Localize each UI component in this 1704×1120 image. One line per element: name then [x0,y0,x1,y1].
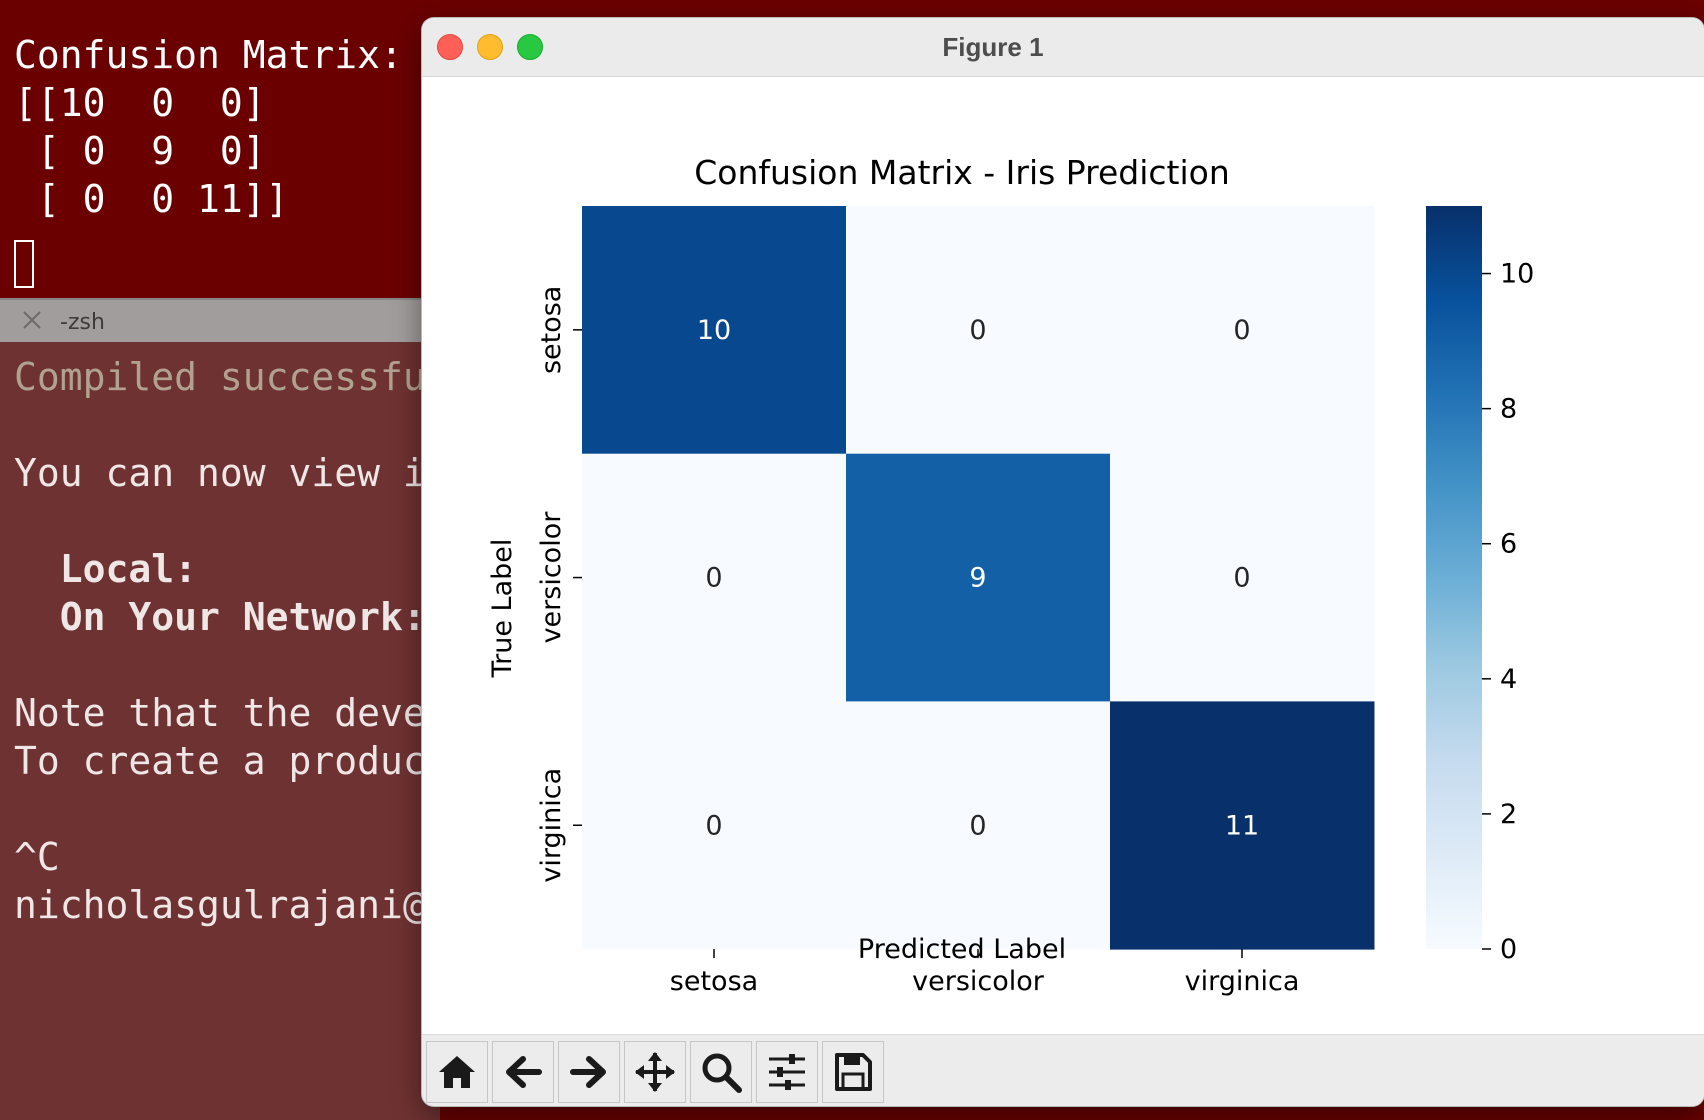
zoom-button[interactable] [690,1041,752,1103]
heatmap-cell [582,453,847,702]
terminal-line: ^C [14,835,60,879]
configure-subplots-button[interactable] [756,1041,818,1103]
x-tick-label: virginica [1185,966,1300,997]
window-title-text: Figure 1 [942,32,1044,62]
terminal-line: nicholasgulrajani@n [14,883,449,927]
pan-icon [635,1052,675,1092]
terminal-line: You can now view ir [14,451,449,495]
terminal-line: [ 0 0 11]] [14,177,289,221]
cell-value-label: 0 [969,315,986,346]
back-button[interactable] [492,1041,554,1103]
terminal-line: Local: [14,547,198,591]
heatmap-cell [846,701,1111,950]
terminal-line: Confusion Matrix: [14,33,403,77]
colorbar-tick-label: 2 [1500,799,1517,830]
heatmap-cell [846,453,1111,702]
terminal-line: Note that the devel [14,691,449,735]
heatmap-cell [1110,701,1375,950]
close-icon[interactable] [20,308,44,332]
cell-value-label: 11 [1225,810,1259,841]
figure-window: Figure 1 Confusion Matrix - Iris Predict… [422,18,1704,1106]
save-icon [835,1053,872,1091]
cell-value-label: 10 [697,315,731,346]
y-tick-label: setosa [536,286,567,374]
home-icon [439,1056,475,1088]
cell-value-label: 0 [705,563,722,594]
heatmap-cell [846,206,1111,455]
terminal-line: On Your Network: [14,595,426,639]
forward-arrow-icon [570,1056,606,1088]
colorbar-tick-label: 0 [1500,934,1517,965]
home-button[interactable] [426,1041,488,1103]
confusion-matrix-chart: Confusion Matrix - Iris Prediction 10 0 0 0… [487,153,1534,997]
heatmap-cell [582,206,847,455]
colorbar [1426,206,1482,949]
colorbar-tick-label: 8 [1500,394,1517,425]
tab-title: -zsh [60,310,105,335]
cell-value-label: 0 [705,810,722,841]
terminal-output-pane: Confusion Matrix: [[10 0 0] [ 0 9 0] [ 0… [0,0,440,298]
forward-button[interactable] [558,1041,620,1103]
terminal-tab[interactable]: -zsh [0,298,440,342]
y-tick-label: versicolor [536,511,567,644]
back-arrow-icon [506,1056,542,1088]
save-button[interactable] [822,1041,884,1103]
terminal-line: [ 0 9 0] [14,129,266,173]
window-title: Figure 1 [422,32,1704,63]
window-close-button[interactable] [437,34,463,60]
window-zoom-button[interactable] [517,34,543,60]
colorbar-tick-label: 6 [1500,529,1517,560]
cell-value-label: 9 [969,563,986,594]
x-tick-label: setosa [670,966,758,997]
window-titlebar[interactable]: Figure 1 [422,18,1704,77]
terminal-cursor [14,240,34,288]
terminal-line: To create a product [14,739,449,783]
terminal-session-pane: Compiled successful You can now view ir … [0,342,449,1120]
x-axis-label: Predicted Label [858,934,1066,965]
cell-value-label: 0 [1233,563,1250,594]
colorbar-tick-label: 10 [1500,259,1534,290]
chart-title: Confusion Matrix - Iris Prediction [694,153,1230,192]
configure-subplots-icon [769,1054,805,1090]
heatmap-cell [1110,453,1375,702]
terminal-line: [[10 0 0] [14,81,266,125]
y-tick-label: virginica [536,768,567,883]
heatmap-cell [1110,206,1375,455]
cell-value-label: 0 [1233,315,1250,346]
heatmap-cell [582,701,847,950]
window-minimize-button[interactable] [477,34,503,60]
cell-value-label: 0 [969,810,986,841]
navigation-toolbar [422,1034,1704,1106]
terminal-line: Compiled successful [14,355,449,399]
colorbar-tick-label: 4 [1500,664,1517,695]
zoom-icon [702,1053,742,1093]
x-tick-label: versicolor [912,966,1045,997]
y-axis-label: True Label [487,539,518,679]
pan-button[interactable] [624,1041,686,1103]
